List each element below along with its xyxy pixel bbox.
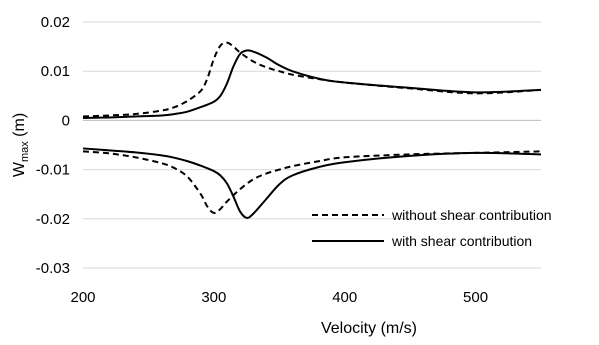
y-tick-label: -0.02 bbox=[36, 211, 70, 228]
x-tick-label: 200 bbox=[70, 289, 95, 306]
legend: without shear contribution with shear co… bbox=[312, 207, 552, 249]
x-tick-label: 500 bbox=[463, 289, 488, 306]
y-axis-title-sub: max bbox=[19, 141, 31, 162]
y-tick-label: 0.02 bbox=[41, 14, 70, 31]
x-tick-label: 400 bbox=[332, 289, 357, 306]
series-without-shear-lower-line bbox=[82, 150, 542, 214]
gridlines bbox=[83, 21, 541, 269]
y-axis-title-main: W bbox=[11, 161, 28, 177]
y-tick-label: 0.01 bbox=[41, 63, 70, 80]
x-axis-title: Velocity (m/s) bbox=[321, 320, 417, 337]
series-lines bbox=[82, 41, 542, 219]
y-axis-title: Wmax (m) bbox=[11, 113, 31, 177]
x-tick-label: 300 bbox=[201, 289, 226, 306]
series-without-shear-upper-line bbox=[82, 41, 542, 118]
legend-label-with-shear: with shear contribution bbox=[391, 233, 532, 249]
y-tick-label: -0.01 bbox=[36, 162, 70, 179]
y-tick-labels: 0.02 0.01 0 -0.01 -0.02 -0.03 bbox=[36, 14, 70, 277]
x-tick-labels: 200 300 400 500 bbox=[70, 289, 488, 306]
series-with-shear-lower-line bbox=[82, 147, 542, 219]
legend-label-without-shear: without shear contribution bbox=[391, 207, 552, 223]
y-axis-title-unit: (m) bbox=[11, 113, 28, 141]
series-with-shear-upper-line bbox=[82, 49, 542, 119]
y-tick-label: 0 bbox=[62, 112, 70, 129]
y-tick-label: -0.03 bbox=[36, 260, 70, 277]
